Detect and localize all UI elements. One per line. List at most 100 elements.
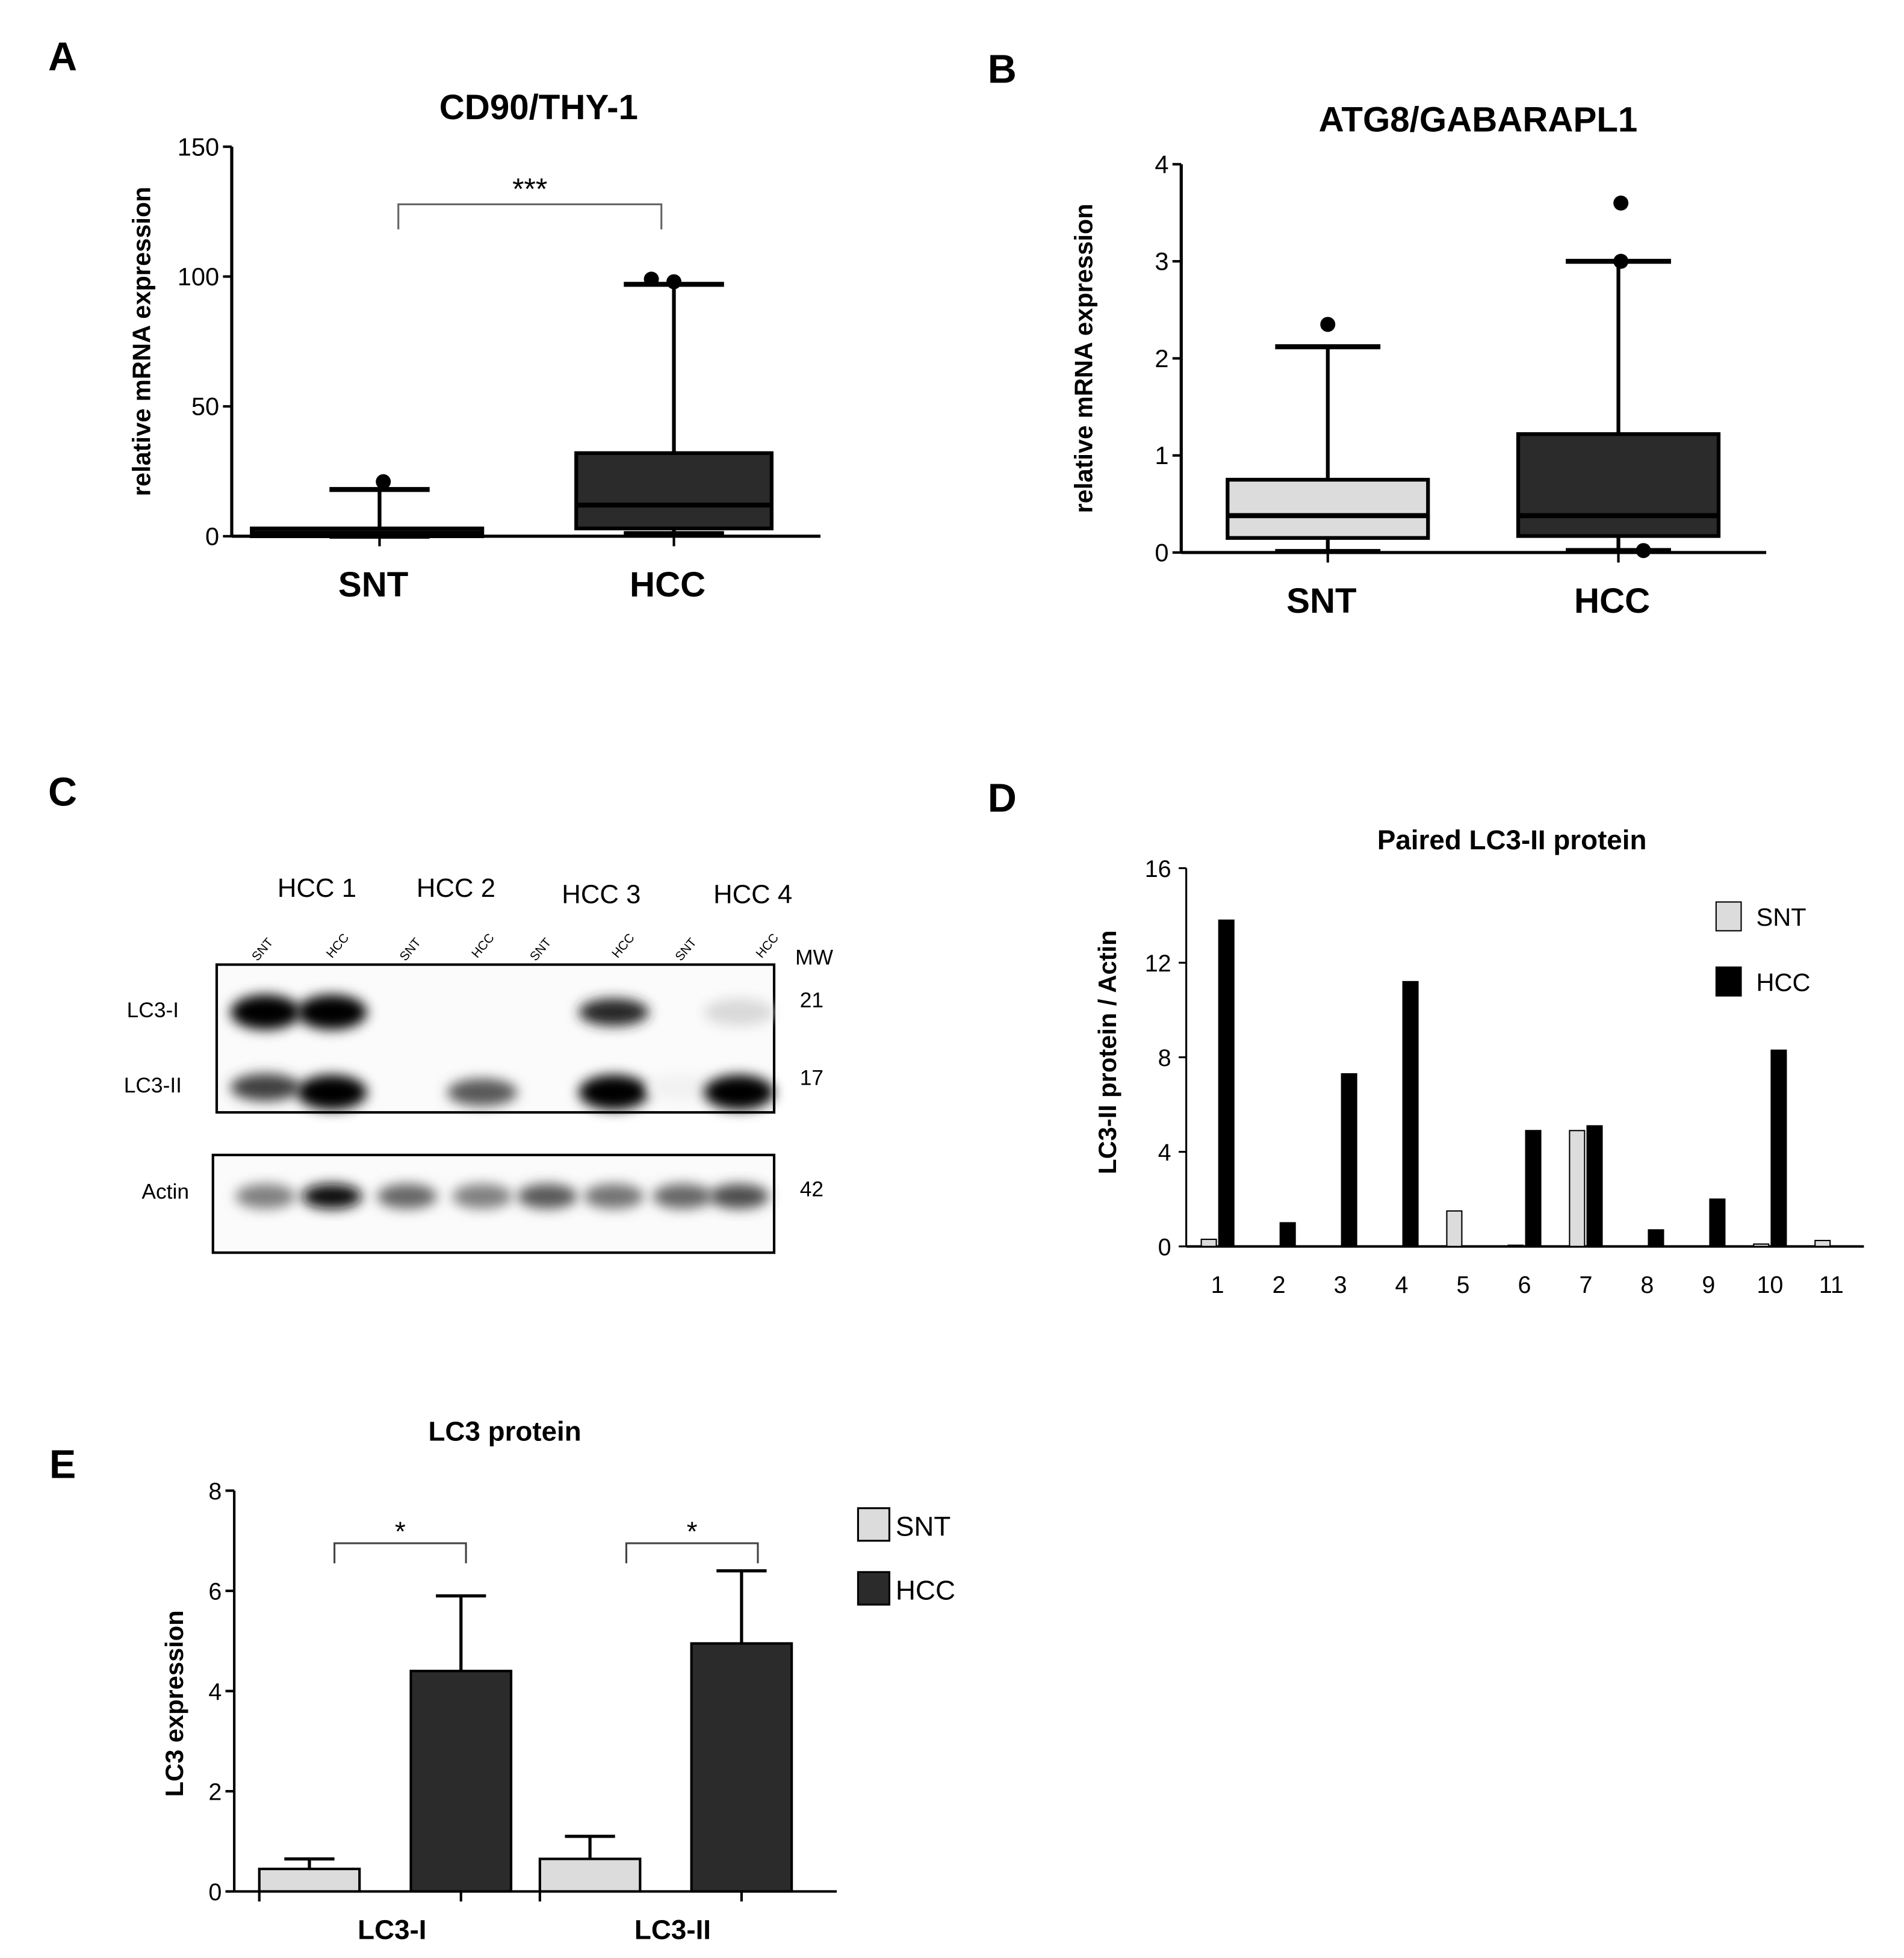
significance-bracket: [625, 1542, 759, 1564]
x-tick-label: 8: [1640, 1272, 1654, 1298]
blot-band: [578, 998, 649, 1026]
x-tick-label: 6: [1518, 1272, 1531, 1298]
y-tick-label: 1: [1155, 441, 1168, 469]
x-tick-label: 10: [1757, 1272, 1783, 1298]
y-tick-label: 0: [208, 1879, 222, 1906]
panel-label-A: A: [48, 35, 77, 79]
x-tick-label: SNT: [1286, 581, 1357, 621]
y-tick-label: 12: [1145, 950, 1171, 977]
bar-HCC-6: [1525, 1130, 1542, 1247]
blot-lane-label: HCC: [324, 931, 352, 961]
bar-HCC-LC3-I: [409, 1670, 513, 1893]
outlier-point: [1613, 253, 1629, 269]
blot-band: [452, 1183, 513, 1209]
chart-title: Paired LC3-II protein: [1377, 825, 1647, 855]
blot-band: [709, 1183, 769, 1209]
legend-swatch-HCC: [1715, 966, 1742, 997]
blot-lane-label: SNT: [527, 935, 554, 964]
bar-HCC-7: [1586, 1125, 1603, 1247]
legend-label-HCC: HCC: [1756, 968, 1810, 996]
blot-row-label-LC3-II: LC3-II: [124, 1074, 182, 1097]
y-tick-label: 0: [1158, 1234, 1171, 1260]
blot-row-label-LC3-I: LC3-I: [127, 999, 179, 1022]
bar-HCC-4: [1402, 981, 1419, 1247]
bar-HCC-2: [1279, 1222, 1296, 1247]
x-tick-label: 3: [1334, 1272, 1347, 1298]
panel-label-D: D: [988, 776, 1017, 821]
y-tick-label: 4: [1158, 1139, 1171, 1166]
outlier-point: [1636, 543, 1651, 559]
bar-HCC-8: [1648, 1229, 1664, 1247]
blot-lane-label: HCC: [469, 931, 497, 961]
x-tick-label: SNT: [338, 565, 409, 604]
blot-band: [377, 1183, 438, 1209]
blot-band: [578, 1074, 649, 1110]
bar-HCC-3: [1341, 1073, 1357, 1247]
bar-HCC-9: [1709, 1198, 1726, 1247]
blot-group-label: HCC 2: [417, 873, 495, 903]
bar-SNT-10: [1753, 1243, 1770, 1247]
y-axis-label: LC3 expression: [160, 1610, 188, 1797]
y-tick-label: 8: [1158, 1045, 1171, 1071]
y-tick-label: 2: [208, 1779, 222, 1806]
blot-lane-label: SNT: [672, 935, 699, 964]
y-tick-label: 6: [208, 1579, 222, 1605]
box-HCC: [574, 451, 774, 531]
outlier-point: [1613, 195, 1629, 211]
blot-group-label: HCC 3: [562, 880, 640, 909]
mw-value: 21: [800, 988, 823, 1012]
x-tick-label: HCC: [630, 565, 705, 604]
chart-title: LC3 protein: [428, 1416, 581, 1446]
blot-band: [230, 994, 301, 1030]
bar-SNT-5: [1446, 1210, 1463, 1247]
legend-label-SNT: SNT: [896, 1511, 951, 1541]
significance-bracket: [333, 1542, 467, 1564]
y-tick-label: 4: [208, 1679, 222, 1705]
chart-title: ATG8/GABARAPL1: [1319, 101, 1638, 140]
blot-band: [517, 1183, 578, 1209]
x-tick-label: LC3-II: [634, 1915, 711, 1945]
y-tick-label: 150: [178, 132, 219, 161]
blot-lane-label: SNT: [249, 935, 276, 964]
panel-label-E: E: [49, 1443, 76, 1487]
blot-band: [297, 994, 367, 1030]
y-tick-label: 2: [1155, 344, 1168, 373]
outlier-point: [666, 274, 682, 290]
bar-SNT-7: [1569, 1130, 1586, 1247]
blot-band: [647, 1073, 718, 1101]
significance-label: *: [687, 1516, 698, 1547]
blot-band: [230, 1073, 301, 1101]
y-tick-label: 16: [1145, 856, 1171, 882]
x-tick-label: HCC: [1574, 581, 1650, 621]
blot-lane-label: HCC: [753, 931, 781, 961]
bar-HCC-LC3-II: [690, 1642, 793, 1893]
blot-lane-label: SNT: [397, 935, 424, 964]
y-tick-label: 8: [208, 1478, 222, 1505]
bar-SNT-6: [1507, 1244, 1524, 1247]
bar-HCC-10: [1770, 1049, 1787, 1247]
box-HCC: [1516, 432, 1721, 538]
y-tick-label: 4: [1155, 150, 1168, 178]
blot-lane-label: HCC: [609, 931, 637, 961]
significance-bracket: [397, 203, 663, 230]
mw-label: MW: [795, 946, 833, 970]
legend-label-HCC: HCC: [896, 1575, 955, 1606]
blot-group-label: HCC 4: [713, 880, 792, 909]
x-tick-label: 4: [1395, 1272, 1409, 1298]
legend-swatch-SNT: [857, 1507, 891, 1542]
box-SNT: [1226, 477, 1430, 540]
mw-value: 42: [800, 1178, 823, 1201]
y-axis-label: LC3-II protein / Actin: [1093, 931, 1121, 1174]
chart-title: CD90/THY-1: [439, 88, 638, 127]
blot-band: [704, 1074, 775, 1110]
x-tick-label: 5: [1457, 1272, 1470, 1298]
x-tick-label: LC3-I: [358, 1915, 426, 1945]
blot-band: [653, 1183, 713, 1209]
bar-SNT-1: [1200, 1238, 1217, 1247]
blot-group-label: HCC 1: [278, 873, 356, 903]
y-tick-label: 100: [178, 262, 219, 291]
blot-band: [235, 1183, 296, 1209]
y-axis-label: relative mRNA expression: [128, 187, 156, 496]
panel-label-C: C: [48, 770, 77, 814]
